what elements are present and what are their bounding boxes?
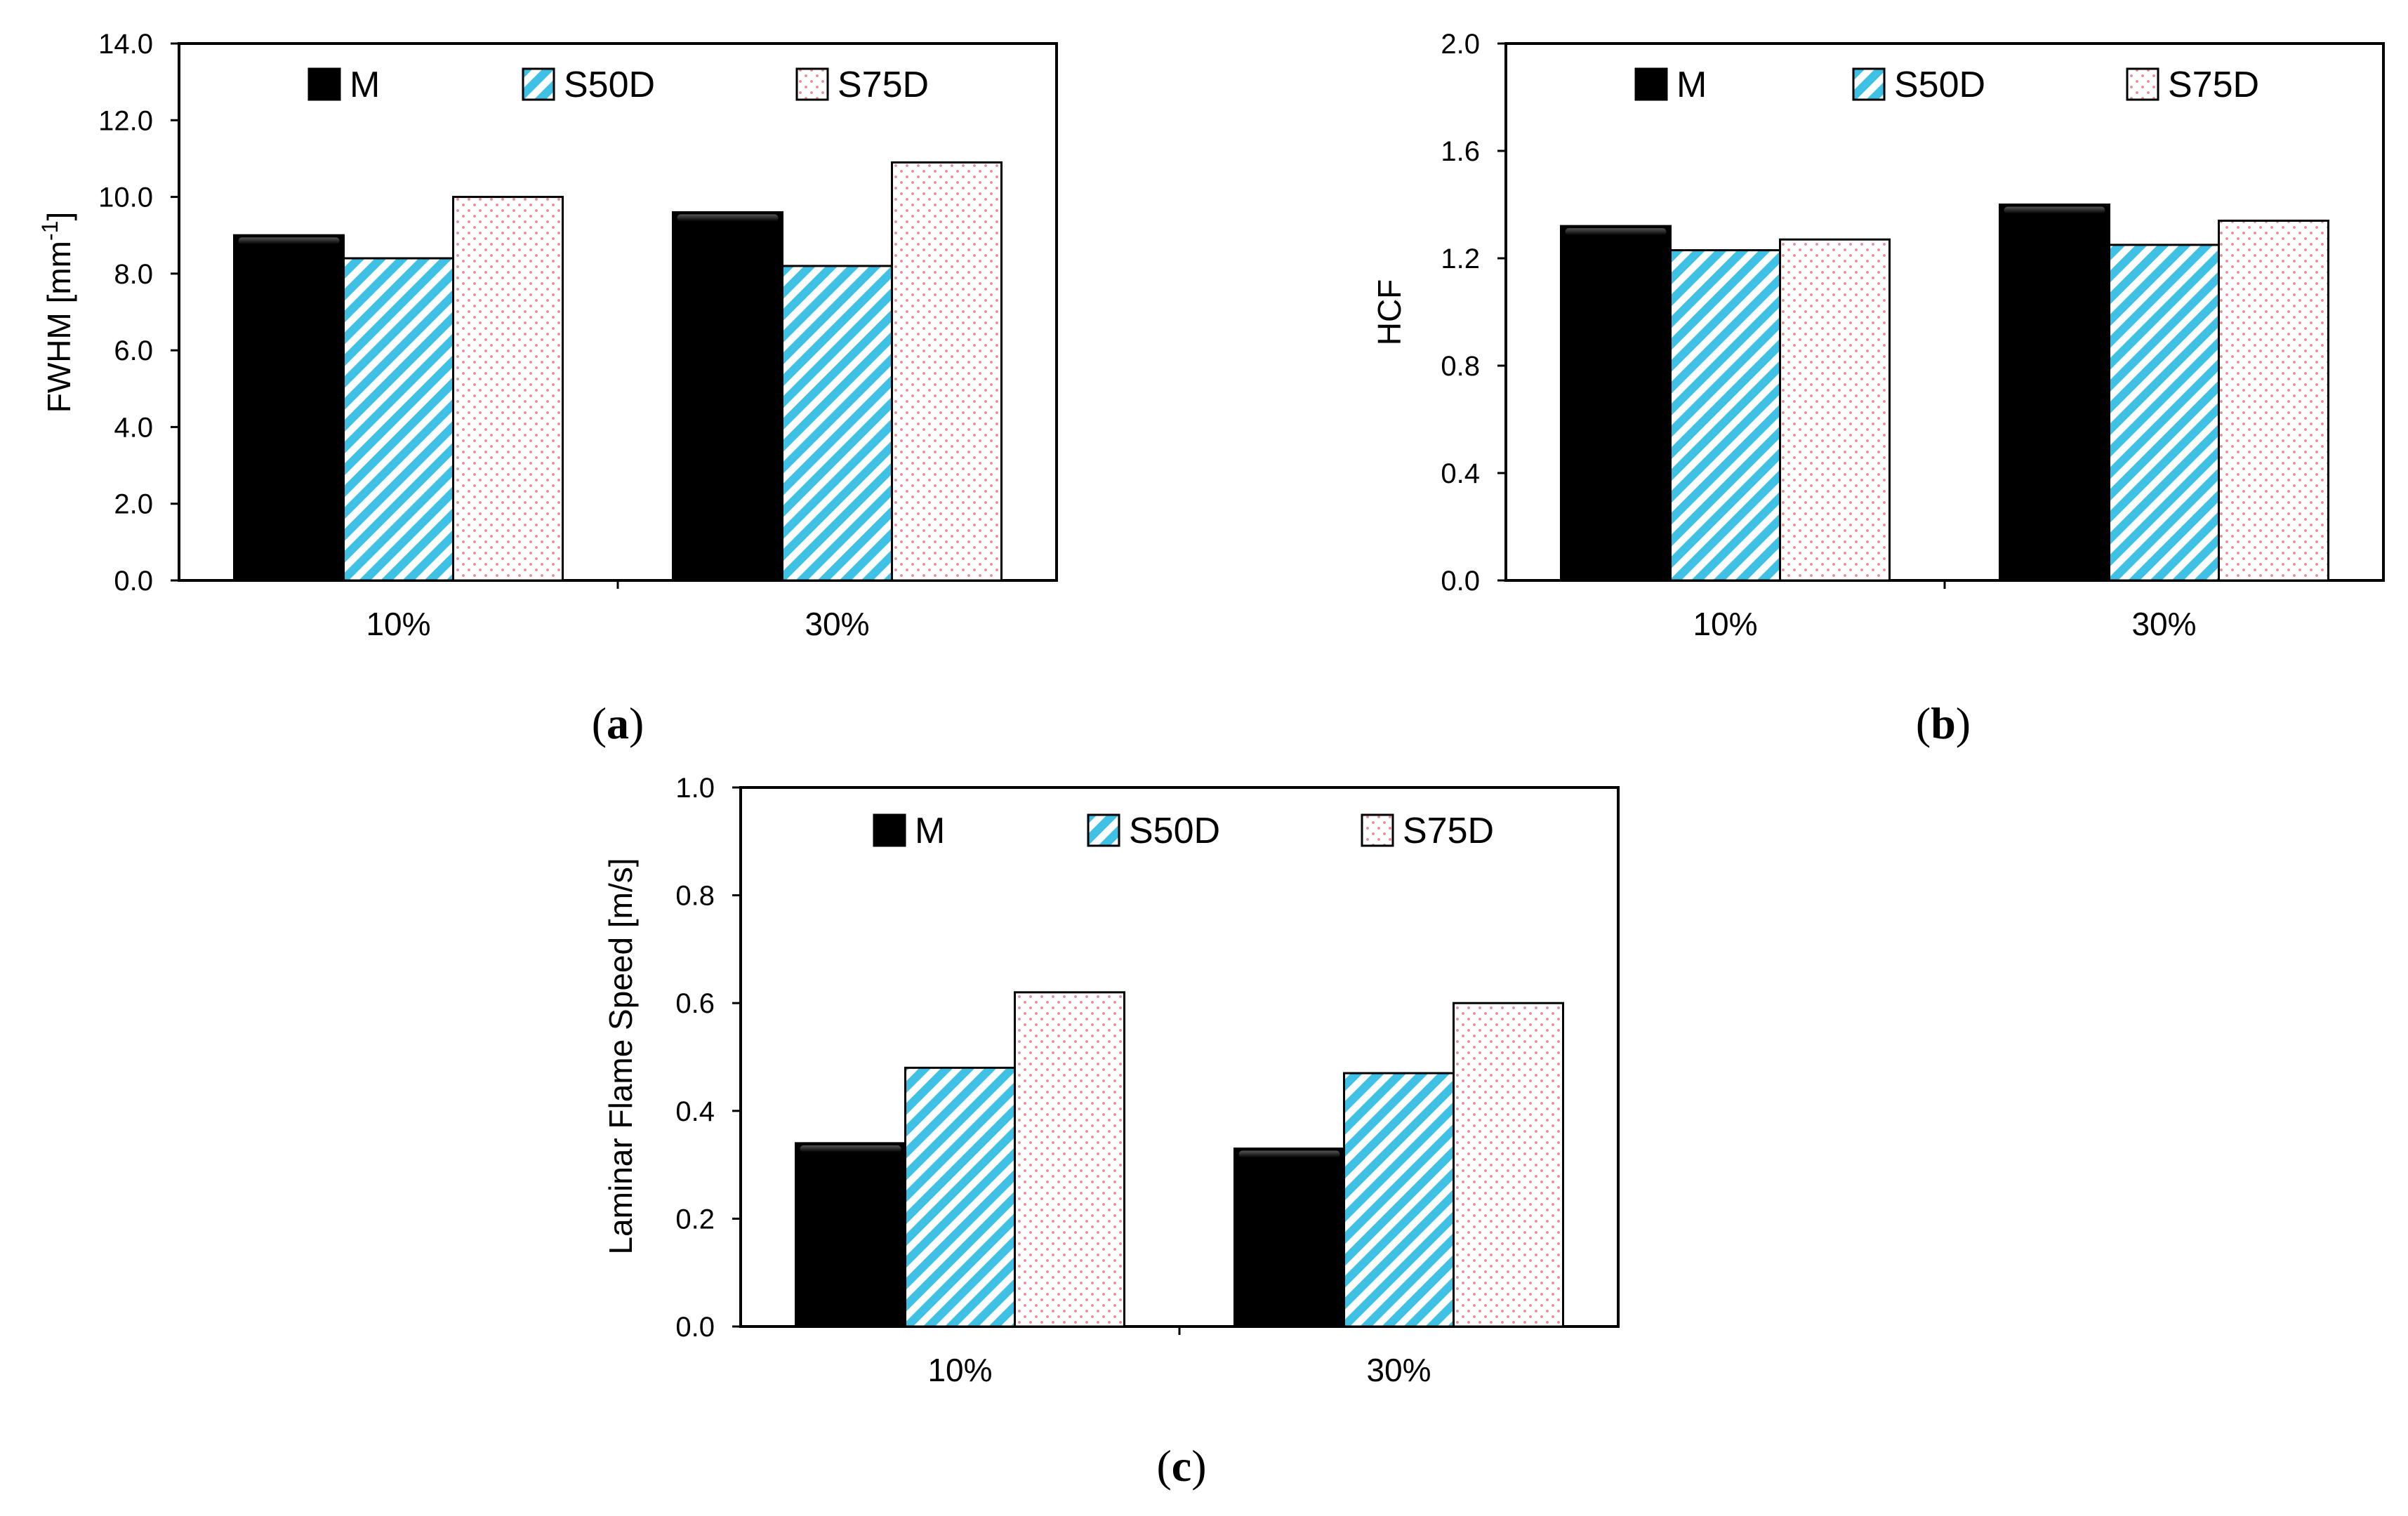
legend-label-s50d: S50D bbox=[564, 65, 655, 105]
chart-a-bars bbox=[233, 161, 1003, 582]
y-tick-label: 1.6 bbox=[1441, 136, 1480, 167]
bar-bevel bbox=[1565, 228, 1667, 236]
y-tick-label: 0.4 bbox=[675, 1096, 715, 1127]
chart-b-bars bbox=[1560, 204, 2329, 582]
y-tick-label: 10.0 bbox=[98, 182, 153, 213]
y-tick-label: 14.0 bbox=[98, 29, 153, 60]
chart-b-axes: 0.0 0.4 0.8 1.2 1.6 2.0 10% 30% bbox=[1441, 29, 2196, 642]
y-tick-label: 0.6 bbox=[675, 988, 715, 1019]
chart-b-legend: M S50D S75D bbox=[1634, 65, 2259, 105]
chart-a-caption: (a) bbox=[592, 698, 644, 748]
chart-c-bars bbox=[795, 991, 1564, 1328]
y-tick-label: 4.0 bbox=[114, 412, 153, 443]
legend-label-s75d: S75D bbox=[1403, 811, 1494, 851]
legend-swatch-s50d bbox=[1852, 67, 1886, 101]
bar-s75d-30pct bbox=[2218, 219, 2329, 582]
bar-s75d-30pct bbox=[891, 161, 1003, 582]
chart-b-y-axis-label: HCF bbox=[1371, 279, 1408, 346]
chart-a-legend: M S50D S75D bbox=[307, 65, 929, 105]
legend-swatch-s75d bbox=[2126, 67, 2159, 101]
legend-label-m: M bbox=[1676, 65, 1707, 105]
legend-label-m: M bbox=[350, 65, 380, 105]
chart-a-fwhm: 0.0 2.0 4.0 6.0 8.0 10.0 12.0 14.0 10% 30% M S50D S… bbox=[37, 29, 1058, 748]
chart-c-axes: 0.0 0.2 0.4 0.6 0.8 1.0 10% 30% bbox=[675, 773, 1431, 1388]
chart-c-caption: (c) bbox=[1156, 1441, 1206, 1491]
bar-bevel bbox=[238, 237, 340, 245]
bar-s50d-30pct bbox=[2108, 244, 2220, 582]
legend-swatch-m bbox=[307, 67, 341, 101]
legend-swatch-s75d bbox=[795, 67, 829, 101]
bar-bevel bbox=[2004, 206, 2105, 214]
x-category-label: 30% bbox=[2131, 606, 2196, 642]
chart-a-y-axis-label: FWHM [mm-1] bbox=[37, 212, 77, 413]
bar-s75d-10pct bbox=[1014, 991, 1125, 1328]
bar-m-30pct bbox=[1233, 1148, 1345, 1328]
bar-s50d-10pct bbox=[1669, 249, 1781, 582]
bar-m-30pct bbox=[672, 211, 783, 582]
y-tick-label: 0.8 bbox=[1441, 351, 1480, 382]
y-tick-label: 0.4 bbox=[1441, 458, 1480, 489]
chart-c-y-axis-label: Laminar Flame Speed [m/s] bbox=[602, 858, 639, 1254]
bar-s50d-10pct bbox=[343, 257, 454, 582]
y-tick-label: 0.0 bbox=[1441, 566, 1480, 597]
legend-swatch-s50d bbox=[1087, 813, 1120, 847]
y-tick-label: 0.0 bbox=[675, 1312, 715, 1343]
bar-s75d-10pct bbox=[1779, 238, 1891, 582]
legend-swatch-m bbox=[1634, 67, 1668, 101]
chart-c-legend: M S50D S75D bbox=[873, 811, 1494, 851]
y-tick-label: 0.8 bbox=[675, 881, 715, 912]
bar-m-10pct bbox=[233, 234, 345, 582]
y-tick-label: 2.0 bbox=[1441, 29, 1480, 60]
y-tick-label: 1.2 bbox=[1441, 244, 1480, 274]
legend-label-s50d: S50D bbox=[1894, 65, 1985, 105]
y-tick-label: 6.0 bbox=[114, 335, 153, 366]
x-category-label: 10% bbox=[366, 606, 430, 642]
legend-label-s75d: S75D bbox=[838, 65, 929, 105]
x-category-label: 10% bbox=[1693, 606, 1757, 642]
y-tick-label: 0.0 bbox=[114, 566, 153, 597]
x-category-label: 30% bbox=[1366, 1352, 1431, 1388]
legend-swatch-s50d bbox=[522, 67, 555, 101]
chart-a-axes: 0.0 2.0 4.0 6.0 8.0 10.0 12.0 14.0 10% 30% bbox=[98, 29, 869, 642]
y-tick-label: 1.0 bbox=[675, 773, 715, 804]
y-tick-label: 2.0 bbox=[114, 489, 153, 520]
bar-m-30pct bbox=[1999, 204, 2110, 582]
bar-s75d-30pct bbox=[1453, 1002, 1564, 1328]
y-tick-label: 0.2 bbox=[675, 1204, 715, 1235]
bar-m-10pct bbox=[1560, 225, 1672, 582]
legend-swatch-m bbox=[873, 813, 906, 847]
legend-label-s50d: S50D bbox=[1129, 811, 1220, 851]
y-tick-label: 12.0 bbox=[98, 105, 153, 136]
x-category-label: 30% bbox=[805, 606, 869, 642]
y-tick-label: 8.0 bbox=[114, 259, 153, 290]
chart-c-laminar-flame-speed: 0.0 0.2 0.4 0.6 0.8 1.0 10% 30% M S50D S75D Lamin… bbox=[602, 773, 1620, 1491]
chart-b-hcf: 0.0 0.4 0.8 1.2 1.6 2.0 10% 30% M S50D S75D HCF (… bbox=[1371, 29, 2385, 748]
bar-s50d-10pct bbox=[904, 1066, 1016, 1328]
bar-s75d-10pct bbox=[452, 196, 564, 582]
legend-label-s75d: S75D bbox=[2168, 65, 2259, 105]
legend-label-m: M bbox=[915, 811, 945, 851]
bar-m-10pct bbox=[795, 1142, 906, 1328]
chart-b-caption: (b) bbox=[1916, 698, 1971, 748]
x-category-label: 10% bbox=[927, 1352, 992, 1388]
bar-bevel bbox=[677, 214, 779, 222]
bar-bevel bbox=[1238, 1150, 1340, 1158]
legend-swatch-s75d bbox=[1361, 813, 1394, 847]
bar-bevel bbox=[800, 1145, 901, 1152]
bar-s50d-30pct bbox=[1343, 1072, 1455, 1328]
bar-s50d-30pct bbox=[781, 265, 893, 582]
